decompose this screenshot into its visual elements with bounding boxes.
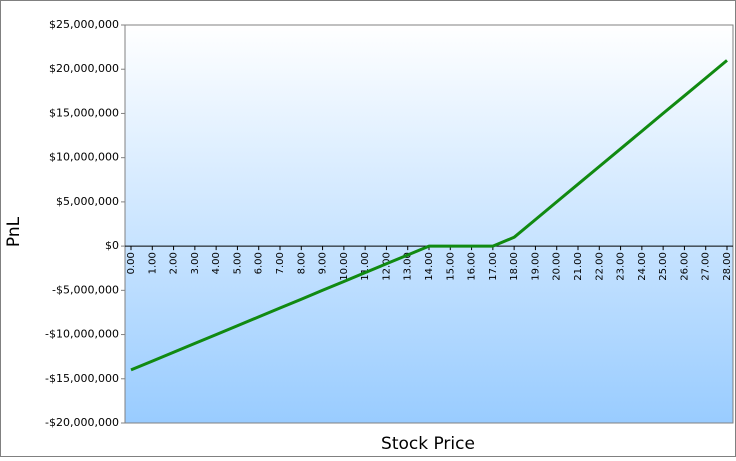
x-tick-label: 17.00 [488, 252, 499, 281]
x-tick-label: 4.00 [211, 252, 222, 274]
x-tick-label: 22.00 [594, 252, 605, 281]
y-tick-label: -$15,000,000 [45, 372, 119, 385]
y-tick-label: $10,000,000 [49, 151, 119, 164]
x-tick-label: 25.00 [658, 252, 669, 281]
x-tick-label: 8.00 [296, 252, 307, 274]
x-tick-label: 21.00 [573, 252, 584, 281]
data-line [130, 59, 728, 372]
y-tick-label: -$20,000,000 [45, 416, 119, 429]
x-tick-label: 23.00 [616, 252, 627, 281]
y-tick-label: $15,000,000 [49, 106, 119, 119]
x-tick-label: 0.00 [126, 252, 137, 274]
x-tick-label: 24.00 [637, 252, 648, 281]
x-tick-label: 13.00 [403, 252, 414, 281]
y-tick-label: $20,000,000 [49, 62, 119, 75]
y-tick-label: -$5,000,000 [52, 283, 119, 296]
y-axis-title: PnL [4, 216, 24, 247]
x-tick-label: 10.00 [339, 252, 350, 281]
y-tick-label: $0 [105, 239, 119, 252]
x-axis-title: Stock Price [381, 434, 475, 454]
x-tick-label: 11.00 [360, 252, 371, 281]
x-tick-label: 14.00 [424, 252, 435, 281]
x-tick-label: 16.00 [467, 252, 478, 281]
y-tick-label: $25,000,000 [49, 18, 119, 31]
x-tick-label: 27.00 [701, 252, 712, 281]
x-tick-label: 18.00 [509, 252, 520, 281]
x-tick-label: 3.00 [190, 252, 201, 274]
y-tick-label: -$10,000,000 [45, 328, 119, 341]
x-tick-label: 9.00 [318, 252, 329, 274]
x-tick-label: 15.00 [445, 252, 456, 281]
x-tick-label: 28.00 [722, 252, 733, 281]
plot-area [124, 24, 734, 424]
x-tick-label: 2.00 [169, 252, 180, 274]
x-tick-label: 26.00 [679, 252, 690, 281]
x-tick-label: 7.00 [275, 252, 286, 274]
x-tick-label: 1.00 [147, 252, 158, 274]
x-tick-label: 19.00 [530, 252, 541, 281]
x-tick-label: 12.00 [381, 252, 392, 281]
x-tick-label: 5.00 [232, 252, 243, 274]
y-tick-label: $5,000,000 [56, 195, 119, 208]
x-tick-label: 6.00 [254, 252, 265, 274]
x-tick-label: 20.00 [552, 252, 563, 281]
